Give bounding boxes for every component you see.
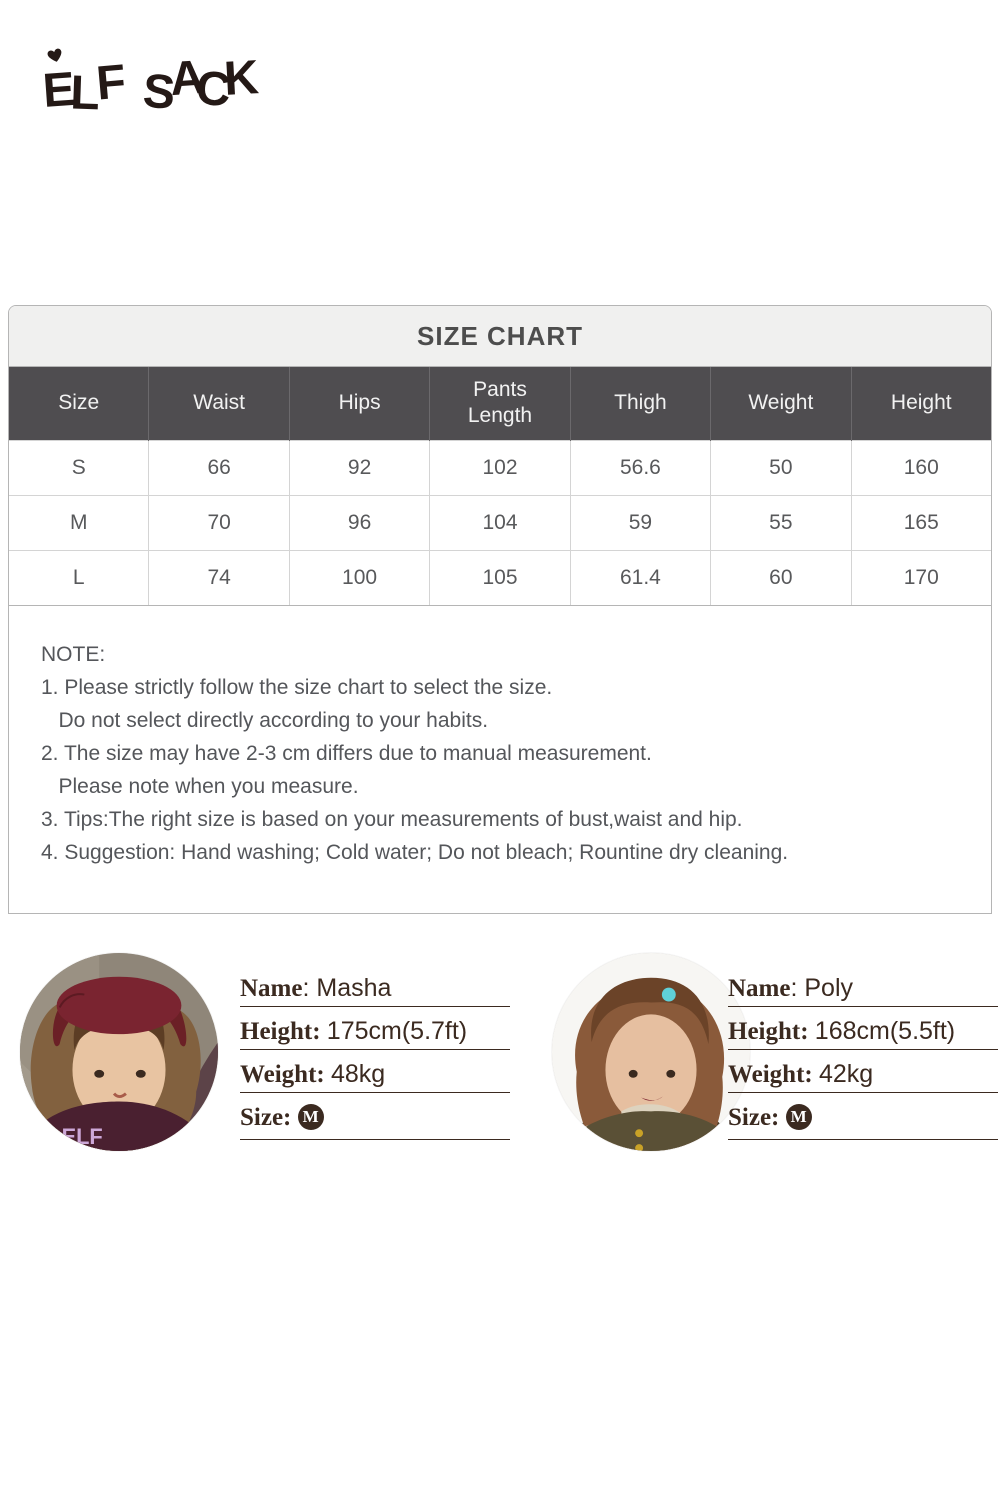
svg-text:K: K (223, 51, 260, 106)
svg-text:ELF: ELF (62, 1124, 103, 1149)
svg-text:F: F (94, 55, 128, 110)
